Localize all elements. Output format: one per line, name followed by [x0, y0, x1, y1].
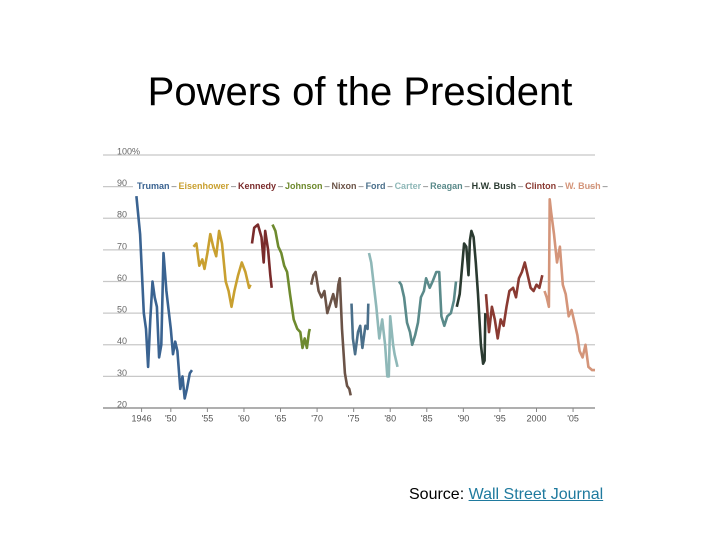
y-tick-label: 90	[117, 178, 127, 188]
x-tick-label: 2000	[526, 413, 546, 423]
x-tick-label: '75	[348, 413, 360, 423]
series-line	[135, 195, 194, 400]
y-tick-label: 100%	[117, 146, 140, 156]
x-tick-label: '05	[567, 413, 579, 423]
series-line	[250, 223, 273, 288]
legend-label: Nixon	[332, 181, 357, 191]
x-tick-label: '85	[421, 413, 433, 423]
y-tick-label: 80	[117, 210, 127, 220]
y-tick-label: 40	[117, 336, 127, 346]
legend-label: Eisenhower	[179, 181, 230, 191]
series-line	[367, 252, 399, 378]
y-tick-label: 50	[117, 305, 127, 315]
y-tick-label: 70	[117, 241, 127, 251]
series-line	[271, 224, 312, 350]
series-line	[192, 229, 252, 309]
series-line	[309, 270, 352, 396]
x-tick-label: '60	[238, 413, 250, 423]
legend-label: Truman	[137, 181, 170, 191]
x-tick-label: '80	[384, 413, 396, 423]
legend-label: H.W. Bush	[472, 181, 517, 191]
x-tick-label: '65	[275, 413, 287, 423]
y-tick-label: 20	[117, 399, 127, 409]
legend-label: Kennedy	[238, 181, 276, 191]
legend-label: Reagan	[430, 181, 463, 191]
source: Source: Wall Street Journal	[409, 486, 603, 504]
slide-title: Powers of the President	[147, 70, 573, 114]
x-tick-label: '50	[165, 413, 177, 423]
legend-label: W. Bush	[565, 181, 601, 191]
series-line	[350, 303, 370, 356]
x-tick-label: 1946	[132, 413, 152, 423]
x-tick-label: '55	[202, 413, 214, 423]
source-link[interactable]: Wall Street Journal	[468, 486, 604, 503]
legend-label: Carter	[395, 181, 422, 191]
series-line	[455, 229, 487, 366]
x-tick-label: '70	[311, 413, 323, 423]
source-prefix: Source:	[409, 486, 465, 503]
y-tick-label: 30	[117, 368, 127, 378]
legend-label: Johnson	[285, 181, 323, 191]
series-line	[484, 261, 544, 340]
y-tick-label: 60	[117, 273, 127, 283]
x-tick-label: '90	[457, 413, 469, 423]
series-line	[543, 198, 595, 372]
x-tick-label: '95	[494, 413, 506, 423]
legend-label: Clinton	[525, 181, 556, 191]
series-line	[397, 270, 458, 347]
legend-label: Ford	[366, 181, 386, 191]
